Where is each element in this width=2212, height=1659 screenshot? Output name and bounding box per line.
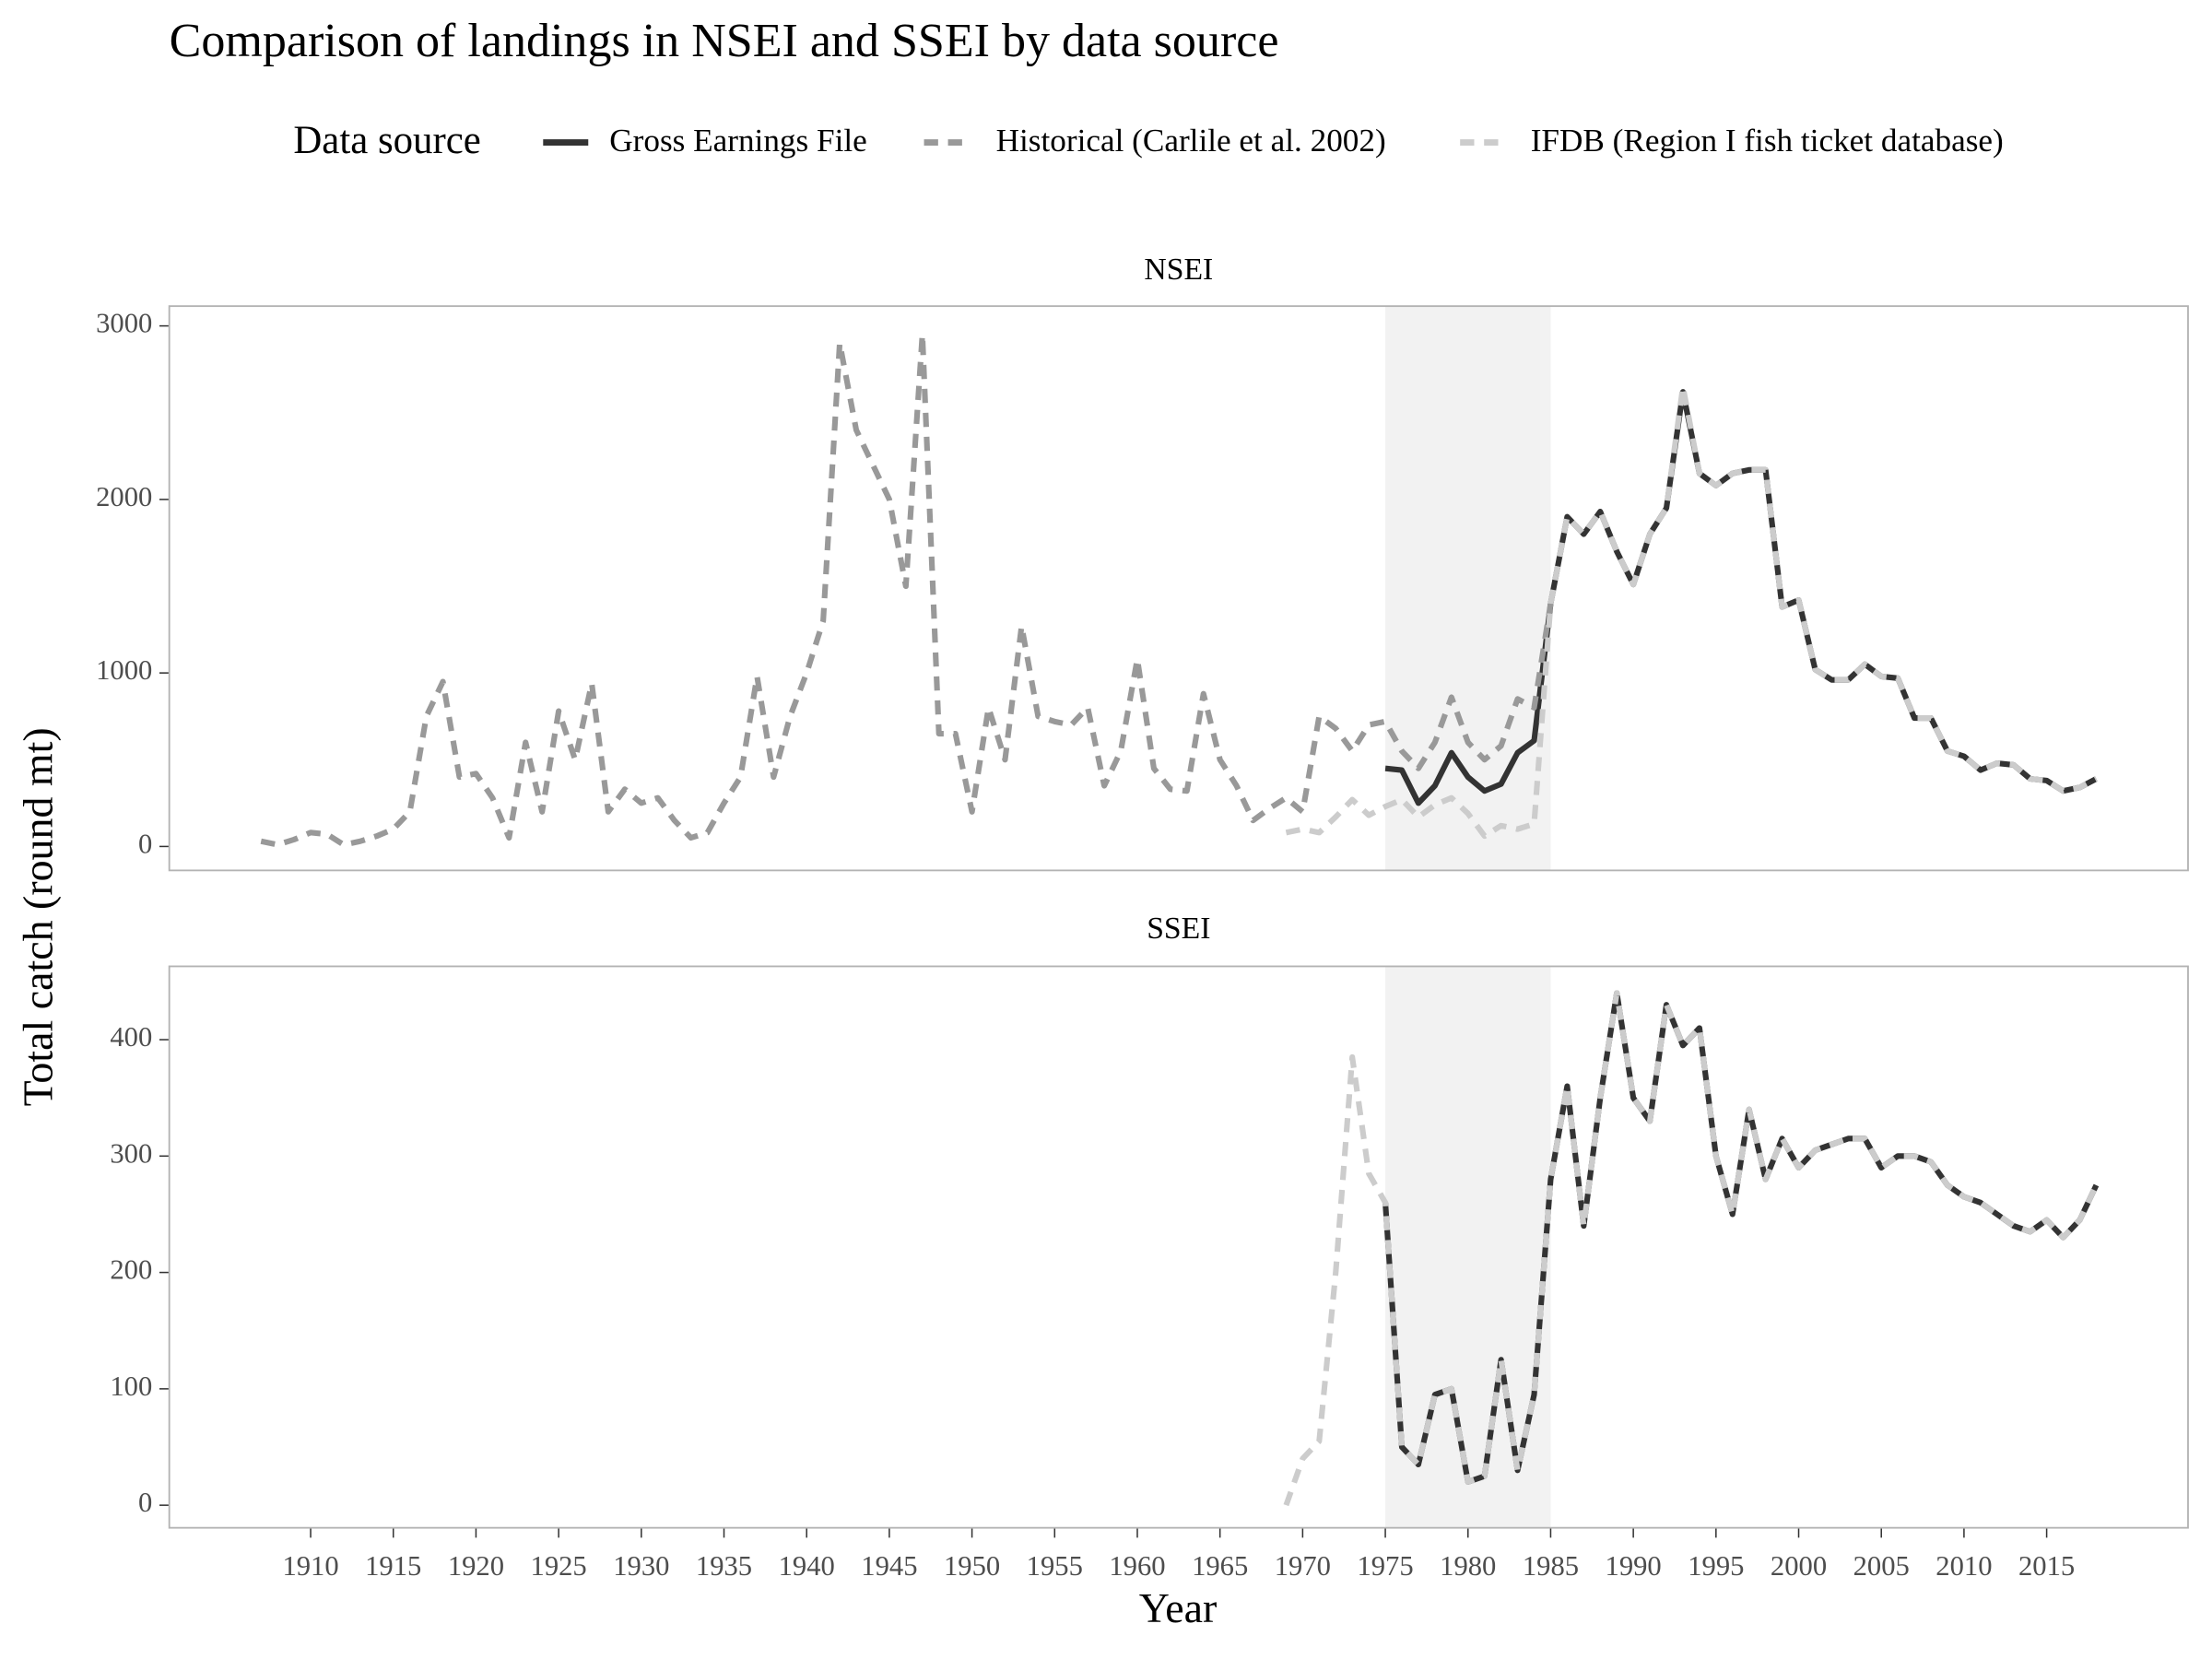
x-tick-label: 1970	[1275, 1550, 1331, 1582]
chart-title: Comparison of landings in NSEI and SSEI …	[170, 15, 1279, 67]
x-tick-label: 2010	[1936, 1550, 1992, 1582]
series-line	[1283, 990, 2100, 1507]
legend-label: Gross Earnings File	[609, 123, 867, 159]
x-tick-label: 1910	[282, 1550, 338, 1582]
legend-label: IFDB (Region I fish ticket database)	[1531, 123, 2004, 159]
x-tick-label: 1930	[613, 1550, 669, 1582]
y-tick-label: 0	[138, 1487, 152, 1518]
y-tick-label: 3000	[96, 308, 152, 339]
x-tick-label: 1950	[944, 1550, 1000, 1582]
x-tick-label: 2005	[1853, 1550, 1910, 1582]
series-line	[1382, 990, 2100, 1485]
y-tick-label: 1000	[96, 654, 152, 686]
panel-border	[168, 965, 2189, 1529]
legend-label: Historical (Carlile et al. 2002)	[996, 123, 1386, 159]
x-tick-label: 1955	[1027, 1550, 1083, 1582]
x-tick-label: 1925	[531, 1550, 587, 1582]
y-tick-label: 300	[110, 1137, 152, 1169]
x-tick-label: 1945	[861, 1550, 917, 1582]
x-tick-label: 2000	[1771, 1550, 1827, 1582]
x-tick-label: 2015	[2018, 1550, 2075, 1582]
panel-border	[168, 305, 2189, 872]
x-tick-label: 1985	[1523, 1550, 1579, 1582]
panel-title: NSEI	[1144, 253, 1213, 287]
y-tick-label: 400	[110, 1021, 152, 1053]
x-tick-label: 1940	[779, 1550, 835, 1582]
y-tick-label: 100	[110, 1371, 152, 1402]
x-tick-label: 1920	[448, 1550, 504, 1582]
x-tick-label: 1960	[1109, 1550, 1165, 1582]
x-tick-label: 1995	[1688, 1550, 1744, 1582]
legend-title: Data source	[293, 119, 480, 162]
x-tick-label: 1935	[696, 1550, 752, 1582]
x-tick-label: 1980	[1440, 1550, 1496, 1582]
y-axis-label: Total catch (round mt)	[14, 727, 61, 1106]
panel-title: SSEI	[1147, 912, 1210, 946]
y-tick-label: 2000	[96, 481, 152, 512]
y-tick-label: 0	[138, 828, 152, 859]
x-tick-label: 1965	[1192, 1550, 1248, 1582]
x-tick-label: 1975	[1357, 1550, 1413, 1582]
series-line	[260, 331, 1554, 848]
x-tick-label: 1915	[365, 1550, 421, 1582]
x-tick-label: 1990	[1606, 1550, 1662, 1582]
y-tick-label: 200	[110, 1254, 152, 1286]
x-axis-label: Year	[1139, 1584, 1218, 1631]
